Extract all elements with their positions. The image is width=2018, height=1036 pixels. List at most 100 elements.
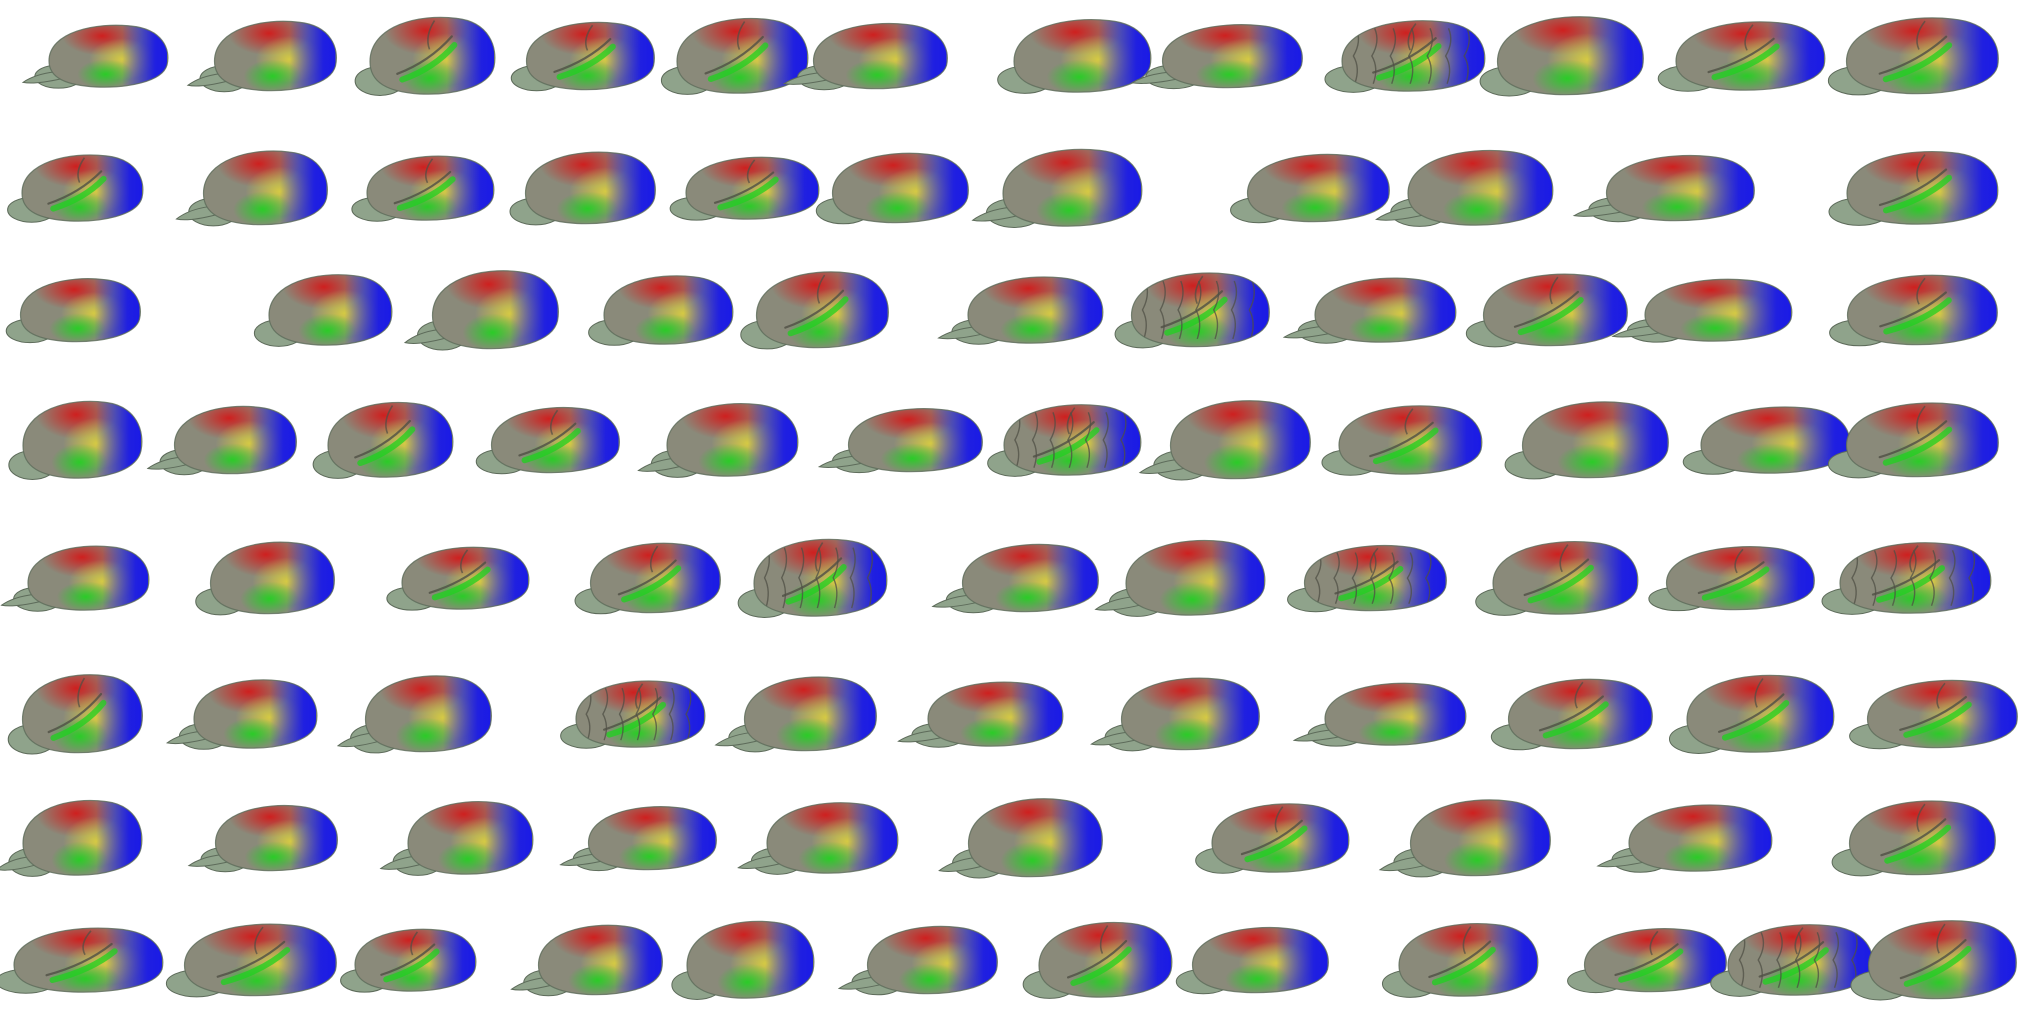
- cortical-fold: [1141, 280, 1149, 340]
- brainstem: [1292, 729, 1341, 742]
- occipital-region: [22, 674, 142, 753]
- temporal-gyrus: [220, 946, 291, 986]
- occipital-region: [1408, 150, 1552, 226]
- brain-surface: [351, 155, 495, 222]
- occipital-region: [210, 542, 334, 614]
- brain-surface: [740, 271, 889, 350]
- brain-surface: [403, 270, 559, 351]
- temporal-gyrus: [399, 42, 458, 83]
- cortical-fold: [1120, 412, 1127, 468]
- lateral-sulcus: [1369, 421, 1434, 458]
- brain-surface: [1657, 21, 1826, 92]
- cortical-fold: [1406, 552, 1414, 605]
- cortex-outline: [354, 928, 477, 992]
- brainstem: [637, 457, 681, 472]
- brain-surface: [1821, 542, 1992, 615]
- cortex-outline: [961, 543, 1099, 613]
- cortex-outline: [1867, 920, 2017, 1000]
- cortical-fold: [651, 687, 659, 741]
- brain-surface: [175, 150, 328, 227]
- brain-surface: [1378, 799, 1551, 878]
- brain-surface: [1611, 278, 1793, 343]
- central-sulcus: [1066, 407, 1076, 435]
- occipital-region: [1410, 799, 1550, 876]
- brain-surface: [354, 16, 496, 96]
- brain-surface: [897, 681, 1064, 748]
- brain-surface: [938, 798, 1103, 879]
- brain-surface: [737, 538, 888, 618]
- lateral-sulcus: [1428, 940, 1492, 979]
- central-sulcus: [1549, 276, 1559, 305]
- occipital-region: [402, 547, 528, 610]
- brain-surface: [1850, 920, 2017, 1001]
- occipital-region: [1666, 546, 1814, 610]
- cortical-fold: [635, 687, 642, 741]
- occipital-region: [328, 402, 452, 478]
- cortex-outline: [743, 676, 877, 752]
- temporal-gyrus: [1517, 296, 1584, 336]
- brain-surface: [0, 927, 164, 994]
- central-sulcus: [1734, 548, 1744, 574]
- cortex-outline: [537, 924, 663, 996]
- occipital-region: [1867, 680, 2017, 748]
- lateral-sulcus: [380, 943, 436, 976]
- cortical-fold: [1195, 280, 1202, 340]
- central-sulcus: [1574, 681, 1584, 709]
- occipital-region: [1039, 922, 1171, 998]
- brain-surface: [187, 805, 338, 873]
- central-sulcus: [1744, 24, 1754, 51]
- occipital-region: [184, 924, 336, 996]
- lateral-sulcus: [1032, 421, 1095, 458]
- cortex-outline: [1521, 401, 1669, 479]
- central-sulcus: [460, 549, 469, 574]
- lateral-sulcus: [1372, 37, 1437, 74]
- brain-surface: [782, 22, 948, 91]
- occipital-region: [194, 679, 316, 749]
- cortex-outline: [1409, 799, 1551, 877]
- cortex-outline: [753, 538, 888, 617]
- brain-surface: [1710, 924, 1874, 997]
- occipital-region: [813, 23, 947, 89]
- cortex-outline: [193, 679, 318, 749]
- cortical-fold: [849, 547, 856, 609]
- temporal-gyrus: [717, 176, 779, 211]
- brainstem: [931, 594, 977, 608]
- brain-surface: [1175, 926, 1329, 995]
- brain-surface: [165, 923, 337, 998]
- brain-surface: [0, 545, 150, 612]
- temporal-gyrus: [1883, 297, 1952, 335]
- lateral-sulcus: [47, 693, 103, 734]
- cortical-fold: [1968, 550, 1976, 606]
- occipital-region: [667, 403, 797, 477]
- occipital-region: [1522, 401, 1668, 478]
- lateral-sulcus: [216, 940, 286, 978]
- central-sulcus: [1916, 405, 1926, 435]
- brainstem: [175, 206, 217, 221]
- cortex-outline: [13, 927, 164, 993]
- cortex-outline: [183, 923, 337, 997]
- lateral-sulcus: [1240, 819, 1303, 856]
- lateral-sulcus: [704, 35, 764, 75]
- cortex-outline: [866, 925, 998, 995]
- brain-surface: [8, 400, 143, 480]
- occipital-region: [1687, 675, 1833, 753]
- temporal-gyrus: [707, 42, 769, 82]
- cortical-fold: [1352, 28, 1360, 84]
- brain-surface: [1827, 17, 1999, 96]
- brain-surface: [559, 806, 717, 872]
- cortex-outline: [1120, 677, 1260, 751]
- central-sulcus: [1369, 547, 1379, 574]
- cortical-fold: [1314, 552, 1322, 605]
- central-sulcus: [1936, 682, 1946, 709]
- occipital-region: [1003, 149, 1141, 227]
- central-sulcus: [746, 159, 756, 184]
- cortical-fold: [1084, 412, 1092, 468]
- brain-surface: [1465, 273, 1628, 348]
- cortex-outline: [1482, 273, 1628, 347]
- cortex-outline: [1161, 24, 1303, 89]
- brain-surface: [1682, 406, 1851, 475]
- cortex-outline: [1002, 148, 1143, 227]
- temporal-gyrus: [1903, 945, 1972, 987]
- lateral-sulcus: [1899, 696, 1967, 731]
